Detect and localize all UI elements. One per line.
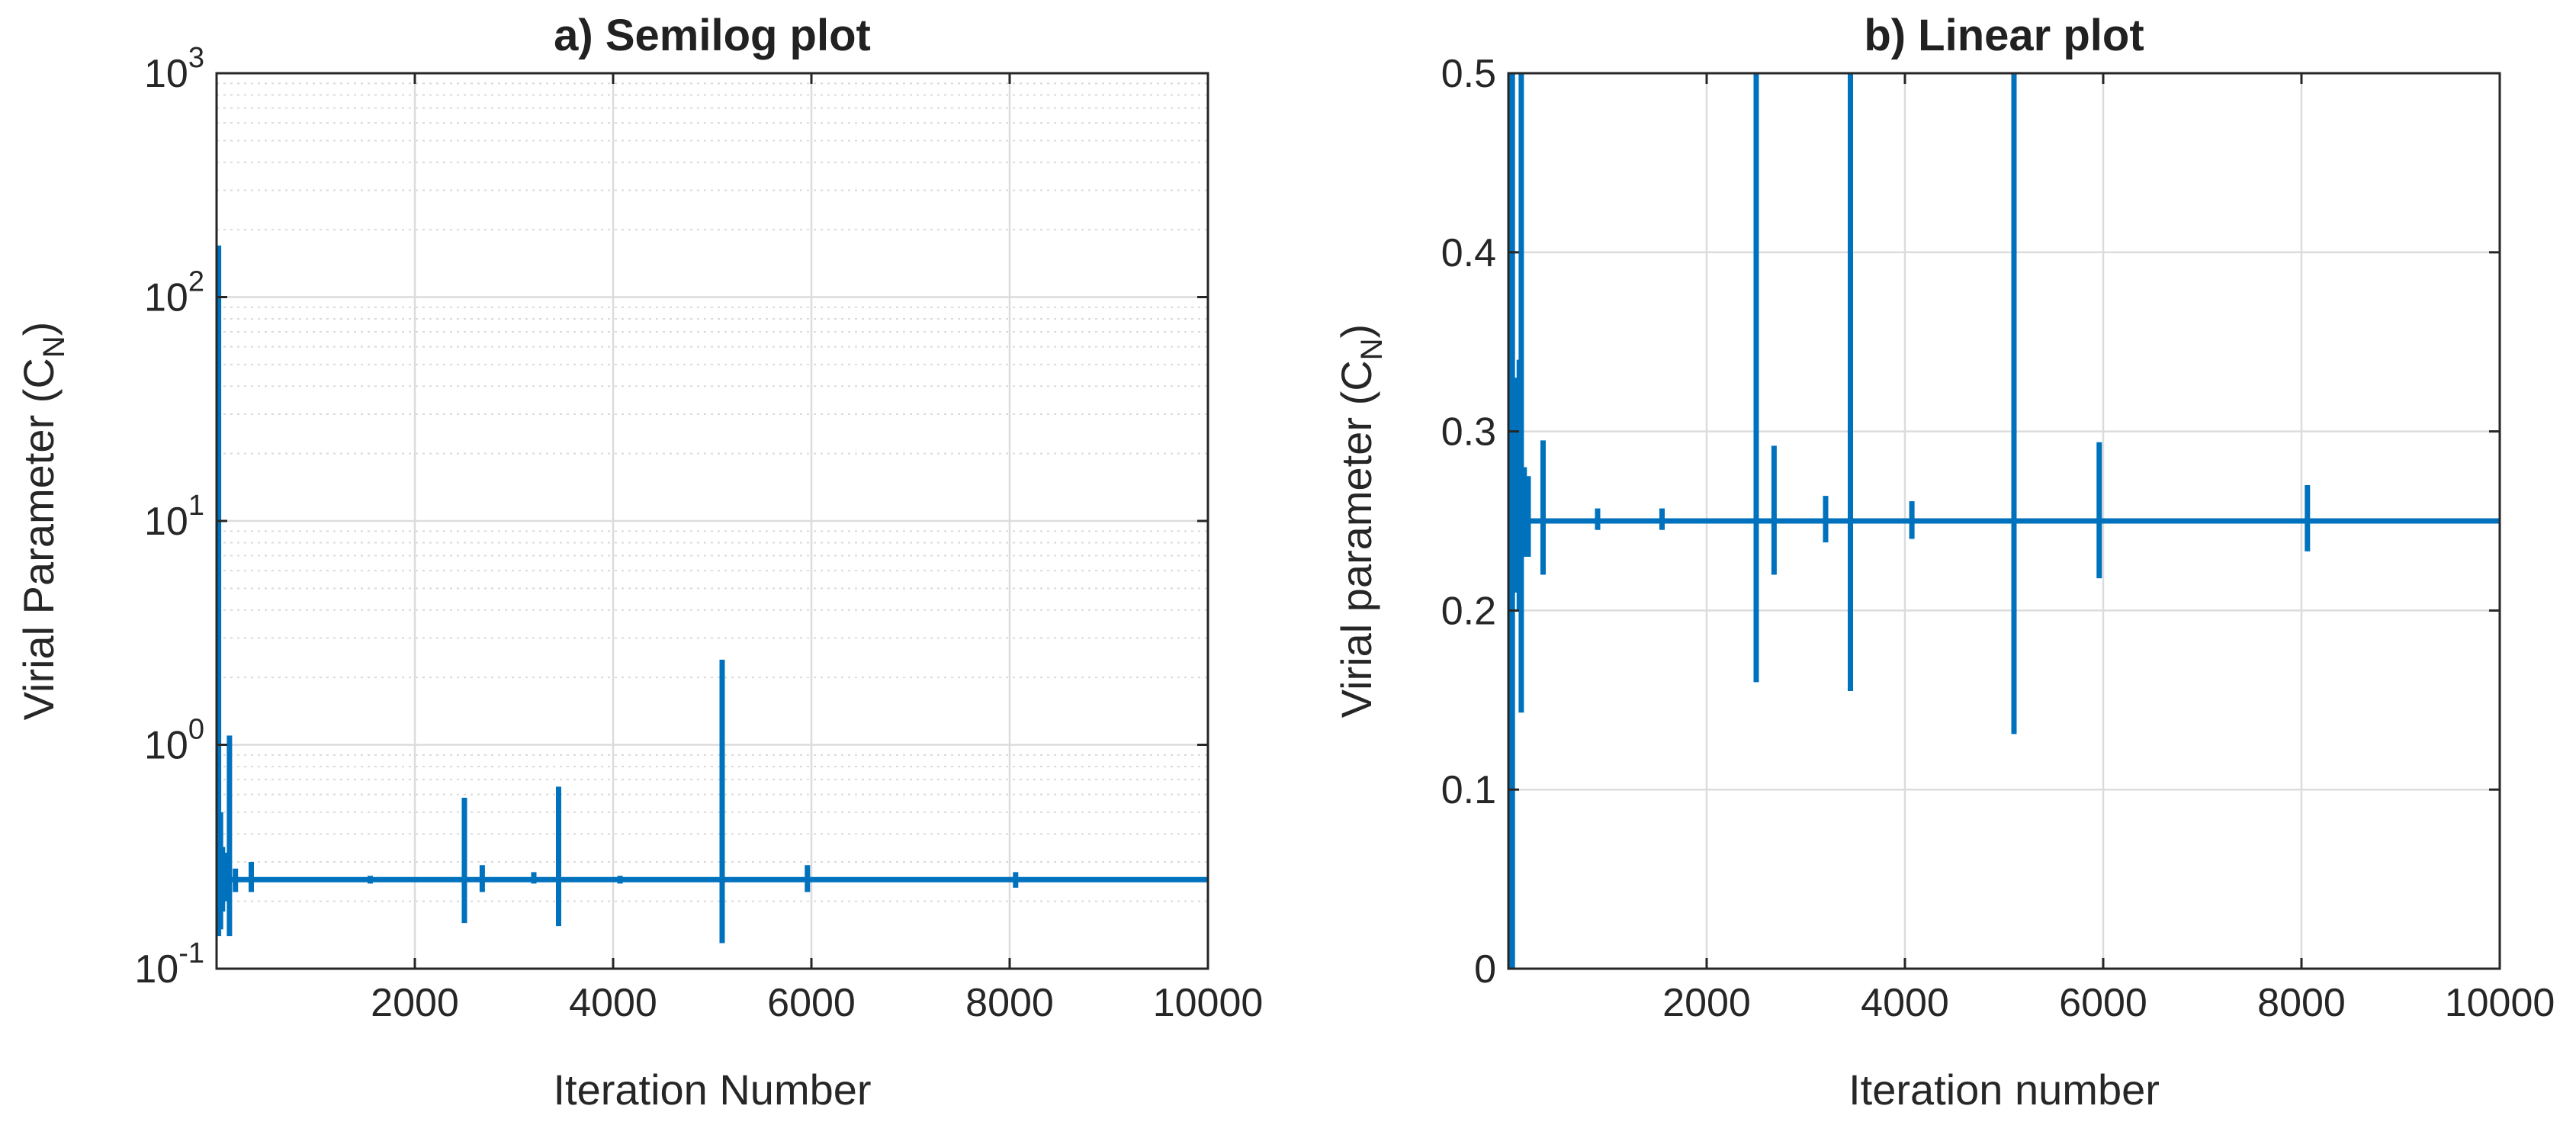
x-tick-label: 8000	[965, 981, 1054, 1025]
x-tick-label: 6000	[2059, 981, 2147, 1025]
x-tick-label: 8000	[2257, 981, 2346, 1025]
x-tick-label: 10000	[2445, 981, 2555, 1025]
chart-title: a) Semilog plot	[554, 11, 871, 60]
series-group	[217, 245, 1208, 944]
y-tick-label: 0.1	[1441, 768, 1496, 812]
x-tick-label: 2000	[371, 981, 459, 1025]
y-tick-label: 0.2	[1441, 589, 1496, 633]
semilog-panel: 2000 4000 6000 8000 10000 10-1 100 101 102 103 a) …	[14, 11, 1263, 1114]
chart-title: b) Linear plot	[1864, 11, 2144, 60]
y-tick-label: 100	[144, 714, 204, 768]
x-axis-label: Iteration Number	[553, 1066, 871, 1114]
series-group	[1508, 73, 2500, 969]
x-tick-label: 6000	[767, 981, 856, 1025]
y-tick-label: 101	[144, 490, 204, 544]
y-tick-label: 103	[144, 42, 204, 96]
x-tick-label: 4000	[1861, 981, 1949, 1025]
y-tick-label: 0.3	[1441, 410, 1496, 455]
x-tick-label: 2000	[1662, 981, 1751, 1025]
axes-box	[1507, 72, 2501, 970]
y-tick-label: 0	[1474, 947, 1496, 992]
y-tick-label: 0.4	[1441, 231, 1496, 275]
y-axis-label: Virial parameter (CN)	[1332, 324, 1389, 718]
x-tick-label: 10000	[1153, 981, 1264, 1025]
y-tick-label: 10-1	[134, 937, 204, 992]
x-tick-label: 4000	[569, 981, 657, 1025]
x-axis-label: Iteration number	[1848, 1066, 2160, 1114]
y-tick-label: 102	[144, 266, 204, 320]
y-tick-label: 0.5	[1441, 52, 1496, 96]
y-axis-label: Virial Parameter (CN)	[14, 322, 71, 721]
linear-panel: 2000 4000 6000 8000 10000 0 0.1 0.2 0.3 0.4 0.5 b) …	[1332, 11, 2555, 1114]
